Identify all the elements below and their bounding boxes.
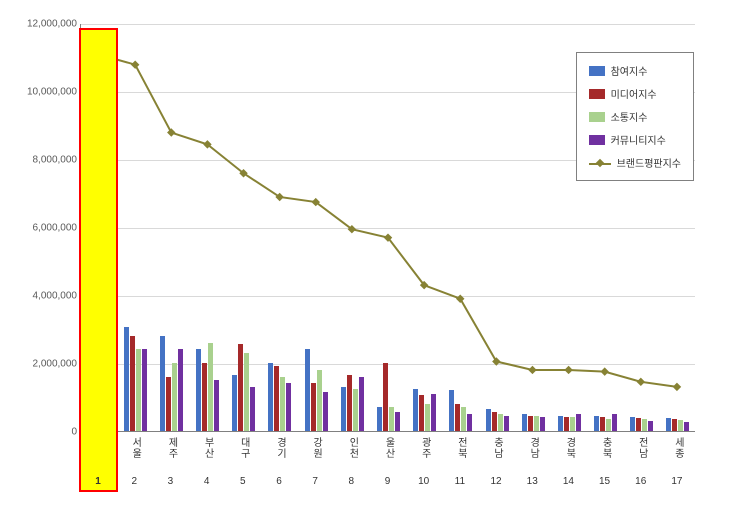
legend-swatch-line (589, 158, 611, 168)
x-rank-label: 2 (131, 476, 137, 487)
x-rank-label: 8 (349, 476, 355, 487)
x-rank-label: 3 (168, 476, 174, 487)
x-rank-label: 13 (527, 476, 538, 487)
x-rank-label: 12 (490, 476, 501, 487)
legend-swatch (589, 66, 605, 76)
highlight-box (79, 28, 118, 492)
legend-item: 참여지수 (587, 59, 683, 82)
y-tick-label: 10,000,000 (27, 87, 81, 98)
legend-item: 미디어지수 (587, 82, 683, 105)
x-tick-label: 충북 (598, 431, 613, 459)
x-rank-label: 14 (563, 476, 574, 487)
x-rank-label: 11 (455, 476, 465, 487)
x-rank-label: 15 (599, 476, 610, 487)
x-tick-label: 충남 (490, 431, 505, 459)
x-tick-label: 울산 (381, 431, 396, 459)
legend-label: 미디어지수 (611, 86, 657, 101)
x-tick-label: 광주 (417, 431, 432, 459)
x-rank-label: 17 (671, 476, 682, 487)
y-tick-label: 12,000,000 (27, 19, 81, 30)
x-rank-label: 4 (204, 476, 210, 487)
x-rank-label: 16 (635, 476, 646, 487)
legend: 참여지수미디어지수소통지수커뮤니티지수브랜드평판지수 (576, 52, 694, 181)
x-rank-label: 5 (240, 476, 246, 487)
y-tick-label: 8,000,000 (33, 155, 82, 166)
x-tick-label: 경남 (526, 431, 541, 459)
x-rank-label: 6 (276, 476, 282, 487)
x-tick-label: 인천 (345, 431, 360, 459)
x-tick-label: 대구 (236, 431, 251, 459)
legend-label: 소통지수 (611, 109, 648, 124)
y-tick-label: 2,000,000 (33, 359, 82, 370)
x-tick-label: 경기 (272, 431, 287, 459)
legend-label: 브랜드평판지수 (617, 155, 681, 170)
y-tick-label: 6,000,000 (33, 223, 82, 234)
legend-label: 참여지수 (611, 63, 648, 78)
x-rank-label: 1 (95, 476, 101, 487)
x-tick-label: 경북 (562, 431, 577, 459)
legend-swatch (589, 135, 605, 145)
legend-item: 소통지수 (587, 105, 683, 128)
x-tick-label: 세종 (670, 431, 685, 459)
legend-swatch (589, 112, 605, 122)
legend-label: 커뮤니티지수 (611, 132, 666, 147)
x-tick-label: 부산 (200, 431, 215, 459)
x-tick-label: 전북 (453, 431, 468, 459)
y-tick-label: 4,000,000 (33, 291, 82, 302)
x-tick-label: 서울 (128, 431, 143, 459)
x-rank-label: 9 (385, 476, 391, 487)
legend-item: 커뮤니티지수 (587, 128, 683, 151)
x-rank-label: 7 (312, 476, 318, 487)
legend-swatch (589, 89, 605, 99)
x-tick-label: 제주 (164, 431, 179, 459)
chart-container: 02,000,0004,000,0006,000,0008,000,00010,… (0, 0, 730, 506)
legend-item: 브랜드평판지수 (587, 151, 683, 174)
x-rank-label: 10 (418, 476, 429, 487)
x-tick-label: 강원 (309, 431, 324, 459)
x-tick-label: 전남 (634, 431, 649, 459)
